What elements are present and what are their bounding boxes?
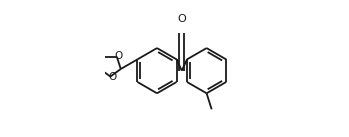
Text: O: O xyxy=(108,72,116,82)
Text: O: O xyxy=(177,14,186,24)
Text: O: O xyxy=(114,51,123,61)
